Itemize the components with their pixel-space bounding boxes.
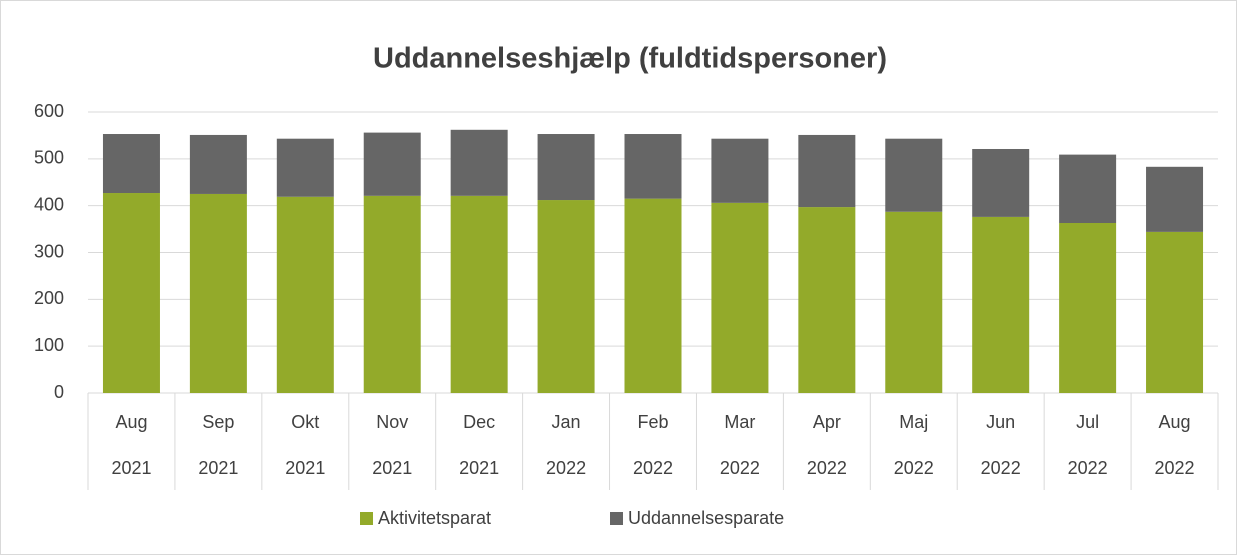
y-tick-label: 400 <box>34 194 64 214</box>
bar-segment <box>189 134 247 194</box>
bar-segment <box>276 138 334 197</box>
bar-segment <box>102 134 160 194</box>
x-tick-year: 2022 <box>546 458 586 478</box>
x-tick-label: Maj <box>899 412 928 432</box>
bar-segment <box>1059 154 1117 223</box>
x-tick-label: Jun <box>986 412 1015 432</box>
x-tick-year: 2022 <box>807 458 847 478</box>
bar-segment <box>1059 222 1117 393</box>
x-tick-year: 2022 <box>1155 458 1195 478</box>
bar-segment <box>885 138 943 212</box>
bar-segment <box>102 193 160 393</box>
x-tick-label: Jul <box>1076 412 1099 432</box>
legend-swatch <box>360 512 373 525</box>
bar-segment <box>189 193 247 393</box>
y-tick-label: 300 <box>34 241 64 261</box>
bar-segment <box>1146 231 1204 393</box>
x-tick-year: 2021 <box>459 458 499 478</box>
y-tick-label: 100 <box>34 335 64 355</box>
bar-segment <box>363 195 421 393</box>
bar-segment <box>972 216 1030 393</box>
bar-segment <box>450 129 508 196</box>
bar-segment <box>363 132 421 196</box>
x-tick-year: 2021 <box>372 458 412 478</box>
bar-segment <box>1146 166 1204 232</box>
bar-segment <box>885 211 943 393</box>
bar-segment <box>711 202 769 393</box>
y-tick-label: 500 <box>34 148 64 168</box>
bar-segment <box>624 134 682 199</box>
x-tick-year: 2022 <box>720 458 760 478</box>
bar-segment <box>798 134 856 208</box>
x-tick-label: Jan <box>552 412 581 432</box>
bar-segment <box>711 138 769 203</box>
x-tick-label: Okt <box>291 412 319 432</box>
x-tick-year: 2021 <box>285 458 325 478</box>
bar-segment <box>798 207 856 393</box>
x-tick-year: 2021 <box>111 458 151 478</box>
x-tick-year: 2022 <box>981 458 1021 478</box>
y-tick-label: 0 <box>54 382 64 402</box>
chart-title: Uddannelseshjælp (fuldtidspersoner) <box>373 43 887 75</box>
x-tick-year: 2022 <box>1068 458 1108 478</box>
bar-segment <box>972 148 1030 217</box>
x-tick-label: Sep <box>202 412 234 432</box>
x-tick-year: 2022 <box>894 458 934 478</box>
x-tick-label: Nov <box>376 412 408 432</box>
y-tick-label: 200 <box>34 288 64 308</box>
x-tick-year: 2021 <box>198 458 238 478</box>
y-tick-label: 600 <box>34 101 64 121</box>
bar-segment <box>537 200 595 393</box>
legend-swatch <box>610 512 623 525</box>
x-tick-label: Aug <box>115 412 147 432</box>
legend-label: Uddannelsesparate <box>628 508 784 528</box>
legend-label: Aktivitetsparat <box>378 508 491 528</box>
x-tick-year: 2022 <box>633 458 673 478</box>
bar-segment <box>276 196 334 393</box>
x-tick-label: Mar <box>724 412 755 432</box>
bar-segment <box>537 134 595 201</box>
x-tick-label: Feb <box>637 412 668 432</box>
x-tick-label: Dec <box>463 412 495 432</box>
x-tick-label: Aug <box>1159 412 1191 432</box>
bar-segment <box>624 198 682 393</box>
x-tick-label: Apr <box>813 412 841 432</box>
bar-segment <box>450 195 508 393</box>
